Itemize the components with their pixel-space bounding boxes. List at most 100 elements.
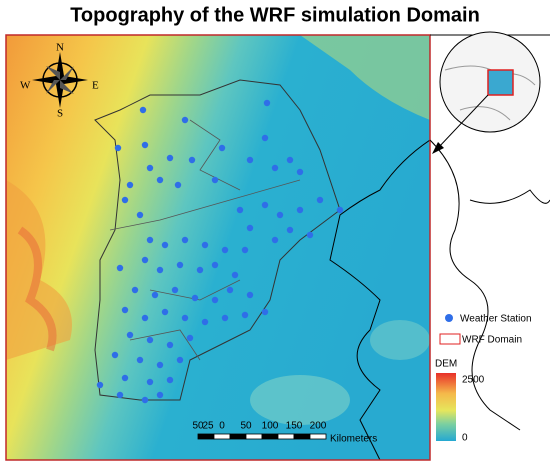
scale-tick-label: 0	[219, 421, 225, 432]
weather-station	[156, 361, 164, 369]
weather-station	[296, 168, 304, 176]
weather-station	[136, 211, 144, 219]
weather-station	[231, 271, 239, 279]
weather-station	[146, 336, 154, 344]
weather-station	[201, 318, 209, 326]
weather-station	[114, 144, 122, 152]
scale-segment	[277, 433, 295, 440]
compass-s: S	[57, 108, 63, 120]
weather-station	[121, 196, 129, 204]
weather-station	[176, 356, 184, 364]
weather-station	[211, 176, 219, 184]
weather-station	[126, 331, 134, 339]
weather-station	[156, 176, 164, 184]
legend-domain: WRF Domain	[462, 335, 522, 346]
weather-station	[246, 156, 254, 164]
title: Topography of the WRF simulation Domain	[70, 4, 480, 26]
weather-station	[271, 164, 279, 172]
weather-station	[188, 156, 196, 164]
weather-station	[139, 106, 147, 114]
scale-tick-label: 150	[286, 421, 303, 432]
weather-station	[286, 156, 294, 164]
weather-station	[176, 261, 184, 269]
compass-e: E	[92, 80, 99, 92]
dem-colorbar	[436, 373, 456, 441]
weather-station	[261, 134, 269, 142]
weather-station	[261, 201, 269, 209]
compass: N S E W	[20, 42, 99, 120]
legend-station: Weather Station	[460, 314, 532, 325]
weather-station	[161, 308, 169, 316]
weather-station	[191, 294, 199, 302]
weather-station	[296, 206, 304, 214]
weather-station	[336, 206, 344, 214]
weather-station	[174, 181, 182, 189]
weather-station	[181, 314, 189, 322]
weather-station	[306, 231, 314, 239]
weather-station	[166, 341, 174, 349]
weather-station	[116, 391, 124, 399]
dem-raster	[6, 35, 430, 460]
scale-segment	[245, 433, 263, 440]
weather-station	[146, 236, 154, 244]
weather-station	[156, 391, 164, 399]
weather-station	[156, 266, 164, 274]
weather-station	[136, 356, 144, 364]
inset-map	[432, 31, 541, 154]
weather-station	[271, 236, 279, 244]
weather-station	[131, 286, 139, 294]
weather-station	[141, 141, 149, 149]
scale-tick-label: 50	[240, 421, 252, 432]
dem-min: 0	[462, 433, 468, 444]
weather-station	[166, 154, 174, 162]
weather-station	[111, 351, 119, 359]
dem-title: DEM	[435, 359, 457, 370]
weather-station	[196, 266, 204, 274]
station-symbol	[445, 314, 453, 322]
weather-station	[276, 211, 284, 219]
domain-symbol	[439, 333, 461, 345]
wrf-domain-frame	[5, 34, 431, 461]
weather-station	[221, 246, 229, 254]
weather-station	[236, 206, 244, 214]
weather-station	[246, 291, 254, 299]
weather-station	[211, 296, 219, 304]
compass-n: N	[56, 42, 64, 54]
scale-unit: Kilometers	[330, 434, 377, 445]
scale-segment	[229, 433, 247, 440]
weather-station	[161, 241, 169, 249]
weather-station	[146, 164, 154, 172]
weather-station	[246, 224, 254, 232]
scale-tick-label: 100	[262, 421, 279, 432]
scale-tick-label: 50	[192, 421, 204, 432]
weather-station	[141, 396, 149, 404]
weather-station	[126, 181, 134, 189]
scale-segment	[293, 433, 311, 440]
weather-station	[218, 144, 226, 152]
weather-station	[116, 264, 124, 272]
weather-station	[181, 236, 189, 244]
weather-station	[171, 286, 179, 294]
scale-segment	[197, 433, 215, 440]
scale-segment	[213, 433, 231, 440]
weather-station	[261, 308, 269, 316]
weather-station	[241, 246, 249, 254]
weather-station	[226, 286, 234, 294]
weather-station	[181, 116, 189, 124]
weather-station	[141, 256, 149, 264]
scale-tick-label: 25	[202, 421, 214, 432]
weather-station	[286, 226, 294, 234]
dem-max: 2500	[462, 375, 485, 386]
weather-station	[166, 376, 174, 384]
legend: Weather Station WRF Domain DEM 2500 0	[435, 314, 532, 444]
weather-station	[241, 311, 249, 319]
weather-station	[151, 291, 159, 299]
weather-station	[141, 314, 149, 322]
weather-station	[316, 196, 324, 204]
weather-station	[121, 306, 129, 314]
weather-station	[263, 99, 271, 107]
scale-segment	[261, 433, 279, 440]
compass-w: W	[20, 80, 31, 92]
weather-station	[201, 241, 209, 249]
